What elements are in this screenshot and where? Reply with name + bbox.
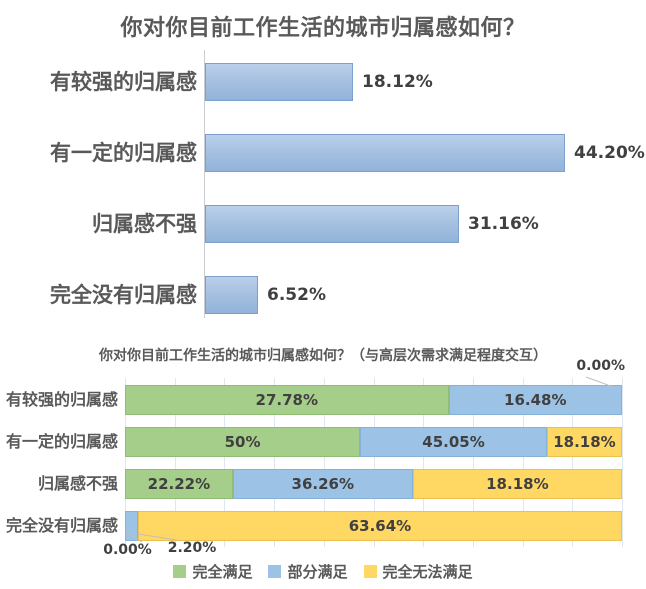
annotation-bottom-small: 2.20% xyxy=(167,540,217,556)
legend-item: 部分满足 xyxy=(268,561,348,582)
top-value-label: 44.20% xyxy=(574,143,645,163)
legend-swatch xyxy=(363,565,377,578)
gridline xyxy=(324,378,325,547)
stacked-bar-row: 27.78% 16.48% xyxy=(125,385,622,415)
gridline xyxy=(374,378,375,547)
segment-value-label: 36.26% xyxy=(291,475,355,493)
gridline xyxy=(274,378,275,547)
stacked-bar-row: 63.64% xyxy=(125,511,622,541)
stacked-segment: 45.05% xyxy=(360,427,547,457)
bottom-category-label: 有一定的归属感 xyxy=(5,432,118,451)
bottom-chart-title: 你对你目前工作生活的城市归属感如何？（与高层次需求满足程度交互） xyxy=(99,348,547,364)
segment-value-label: 16.48% xyxy=(504,391,567,409)
top-bar-chart: 你对你目前工作生活的城市归属感如何？ 有较强的归属感 18.12% 有一定的归属感 4… xyxy=(50,16,645,318)
stacked-bar-row: 50% 45.05% 18.18% xyxy=(125,427,622,457)
stacked-segment: 27.78% xyxy=(125,385,449,415)
gridline xyxy=(523,378,524,547)
segment-value-label: 50% xyxy=(224,433,261,451)
stacked-segment: 22.22% xyxy=(125,469,233,499)
top-value-label: 18.12% xyxy=(362,72,433,92)
legend-label: 完全无法满足 xyxy=(382,563,473,581)
stacked-segment xyxy=(125,511,138,541)
legend-item: 完全无法满足 xyxy=(363,561,473,582)
stacked-segment: 18.18% xyxy=(546,427,622,457)
segment-value-label: 18.18% xyxy=(486,475,549,493)
annotation-bottom-zero: 0.00% xyxy=(103,542,152,558)
legend-swatch xyxy=(268,565,282,578)
top-category-label: 完全没有归属感 xyxy=(50,283,197,307)
chart-legend: 完全满足 部分满足 完全无法满足 xyxy=(0,561,646,582)
bottom-stacked-chart: 你对你目前工作生活的城市归属感如何？（与高层次需求满足程度交互） 有较强的归属感… xyxy=(0,340,646,589)
legend-label: 部分满足 xyxy=(287,563,348,581)
segment-value-label: 63.64% xyxy=(348,517,412,535)
top-category-label: 归属感不强 xyxy=(92,212,197,236)
bottom-category-label: 有较强的归属感 xyxy=(5,390,118,409)
stacked-segment: 63.64% xyxy=(137,511,622,541)
legend-swatch xyxy=(173,565,187,578)
top-chart-title: 你对你目前工作生活的城市归属感如何？ xyxy=(120,16,526,41)
stacked-segment: 18.18% xyxy=(412,469,622,499)
stacked-segment: 16.48% xyxy=(448,385,622,415)
gridline xyxy=(473,378,474,547)
gridline xyxy=(125,378,126,547)
segment-value-label: 22.22% xyxy=(147,475,211,493)
gridline xyxy=(423,378,424,547)
stacked-segment: 36.26% xyxy=(232,469,413,499)
stacked-bar-row: 22.22% 36.26% 18.18% xyxy=(125,469,622,499)
top-bar xyxy=(205,276,258,314)
gridline xyxy=(572,378,573,547)
annotation-top-right-zero: 0.00% xyxy=(576,358,625,374)
legend-item: 完全满足 xyxy=(173,561,252,582)
top-category-label: 有一定的归属感 xyxy=(50,141,197,165)
segment-value-label: 18.18% xyxy=(553,433,616,451)
gridline xyxy=(622,378,623,547)
legend-label: 完全满足 xyxy=(192,563,253,581)
top-value-label: 31.16% xyxy=(468,214,539,234)
bottom-category-label: 完全没有归属感 xyxy=(5,516,118,535)
bottom-category-label: 归属感不强 xyxy=(37,474,118,493)
segment-value-label: 45.05% xyxy=(422,433,485,451)
segment-value-label: 27.78% xyxy=(255,391,319,409)
top-value-label: 6.52% xyxy=(267,285,326,305)
gridline xyxy=(175,378,176,547)
top-chart-y-axis-line xyxy=(204,50,205,318)
stacked-segment: 50% xyxy=(125,427,361,457)
top-bar xyxy=(205,134,565,172)
top-category-label: 有较强的归属感 xyxy=(50,70,197,94)
top-bar xyxy=(205,63,353,101)
top-bar xyxy=(205,205,459,243)
gridline xyxy=(224,378,225,547)
